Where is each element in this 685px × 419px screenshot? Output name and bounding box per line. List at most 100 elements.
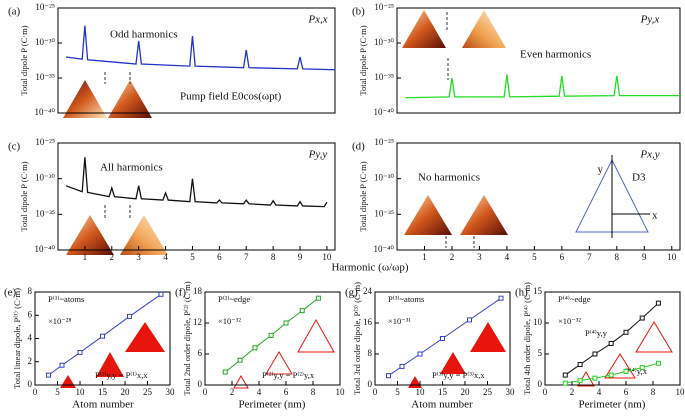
triangle-icon: [604, 353, 636, 379]
x-tick-label: 25: [143, 387, 153, 397]
y-tick-label: 4: [28, 333, 33, 343]
y-tick-label: 0: [538, 379, 543, 389]
data-point: [577, 378, 583, 384]
data-point: [562, 372, 568, 378]
triangle-icon: [402, 10, 446, 48]
x-tick-label: 10: [76, 387, 86, 397]
x-tick-label: 20: [461, 387, 471, 397]
data-point: [639, 315, 645, 321]
annotation: P⁽³⁾y,y = P⁽³⁾x,x: [432, 370, 485, 380]
x-tick-label: 8: [615, 252, 620, 262]
y-tick-label: 5: [538, 348, 543, 358]
triangle-icon: [404, 195, 452, 235]
y-tick-label: 10: [533, 317, 543, 327]
y-tick-label: 10⁻²⁵: [374, 2, 394, 12]
panel-label: (c): [8, 141, 21, 153]
plot-frame: [396, 142, 681, 251]
x-tick-label: 15: [438, 387, 448, 397]
x-tick-label: 10: [336, 387, 346, 397]
data-point: [639, 365, 645, 371]
x-tick-label: 8: [651, 387, 656, 397]
y-tick-label: 0: [368, 379, 373, 389]
x-tick-label: 2: [110, 252, 115, 262]
triangle-icon: [470, 322, 506, 352]
triangle-icon: [108, 80, 152, 118]
x-tick-label: 2: [570, 387, 575, 397]
y-tick-label: 10⁻²⁵: [374, 137, 394, 147]
x-tick-label: 4: [597, 387, 602, 397]
annotation: P⁽¹⁾~atoms: [48, 294, 84, 304]
data-point: [46, 372, 51, 378]
triangle-icon: [66, 215, 114, 255]
x-tick-label: 0: [203, 387, 208, 397]
x-tick-label: 9: [642, 252, 647, 262]
x-tick-label: 7: [587, 252, 592, 262]
y-tick-label: 10⁻³⁰: [374, 37, 394, 47]
x-tick-label: 15: [98, 387, 108, 397]
annotation: Pump field E0cos(ωpt): [180, 91, 282, 103]
y-tick-label: 8: [28, 286, 33, 296]
triangle-icon: [60, 375, 76, 388]
y-tick-label: 18: [193, 286, 203, 296]
x-tick-label: 0: [543, 387, 548, 397]
data-point: [562, 380, 568, 386]
panel-title: Py,x: [640, 14, 660, 26]
panel-label: (f): [175, 287, 186, 299]
data-line: [65, 157, 328, 208]
annotation: P⁽⁴⁾y,x: [625, 366, 648, 376]
annotation: Odd harmonics: [110, 29, 178, 41]
panel-title: Py,y: [308, 149, 328, 161]
annotation: ×10⁻²⁸: [48, 316, 71, 326]
panel-label: (h): [515, 287, 528, 299]
data-point: [315, 295, 321, 301]
x-tick-label: 2: [230, 387, 235, 397]
annotation: ×10⁻³¹: [388, 316, 411, 326]
data-point: [386, 373, 391, 379]
y-tick-label: 16: [363, 317, 373, 327]
annotation: All harmonics: [100, 162, 163, 174]
triangle-icon: [125, 322, 165, 352]
data-point: [655, 360, 661, 366]
panel: 0 8 16 24 0 5 10 15 20 25 30 (g)Total 3rd order dip…: [345, 282, 515, 411]
y-tick-label: 10⁻²⁵: [35, 137, 55, 147]
y-axis-label: Total 2nd order dipole, P⁽²⁾ (C·m): [182, 281, 192, 395]
data-point: [399, 363, 405, 369]
triangle-icon: [63, 80, 107, 118]
annotation: No harmonics: [418, 172, 480, 184]
y-tick-label: 10⁻³⁰: [35, 37, 55, 47]
data-point: [498, 295, 504, 301]
data-point: [222, 369, 228, 375]
x-tick-label: 8: [311, 387, 316, 397]
panel: 10⁻²⁵ 10⁻³⁰ 10⁻³⁵ 10⁻⁴⁰ (a) Px,x Total dipole …: [8, 2, 336, 117]
panel-title: Px,y: [639, 149, 659, 161]
plot-frame: [57, 142, 336, 251]
annotation: Even harmonics: [520, 49, 591, 61]
y-axis-label: Total 3rd order dipole, P⁽³⁾ (C·m): [352, 282, 362, 395]
y-axis-label: Total dipole P (C·m): [358, 161, 368, 231]
panel: 10⁻²⁵ 10⁻³⁰ 10⁻³⁵ 10⁻⁴⁰ 1 2 3 4 5 6 7 8 9 10 (c) Py,y To…: [8, 137, 409, 273]
y-tick-label: 6: [28, 309, 33, 319]
x-tick-label: 6: [560, 252, 565, 262]
triangle-icon: [460, 195, 508, 235]
y-tick-label: 10⁻³⁰: [35, 173, 55, 183]
data-point: [59, 362, 65, 368]
triangle-icon: [440, 352, 466, 374]
triangle-icon: [462, 10, 506, 48]
x-tick-label: 0: [373, 387, 378, 397]
panel: 10⁻²⁵ 10⁻³⁰ 10⁻³⁵ 10⁻⁴⁰ (b) Py,x Total dipole …: [352, 2, 681, 117]
y-axis-label: Total dipole P (C·m): [358, 25, 368, 95]
data-point: [623, 329, 629, 335]
data-point: [592, 375, 598, 381]
x-axis-label: Perimeter (nm): [579, 399, 646, 411]
x-axis-label: Atom number: [72, 399, 134, 411]
annotation: ×10⁻³²: [218, 316, 241, 326]
y-axis-label: Total linear dipole, P⁽¹⁾ (C·m): [12, 288, 22, 389]
panel-label: (g): [345, 287, 358, 299]
y-axis-label: Total 4th order dipole, P⁽⁴⁾ (C·m): [522, 282, 532, 395]
data-line: [405, 74, 680, 99]
y-tick-label: 10⁻⁴⁰: [35, 244, 56, 254]
annotation: P⁽¹⁾y,y = P⁽¹⁾x,x: [95, 370, 148, 380]
x-tick-label: 1: [422, 252, 427, 262]
x-tick-label: 6: [284, 387, 289, 397]
y-tick-label: 10⁻³⁵: [35, 208, 55, 218]
